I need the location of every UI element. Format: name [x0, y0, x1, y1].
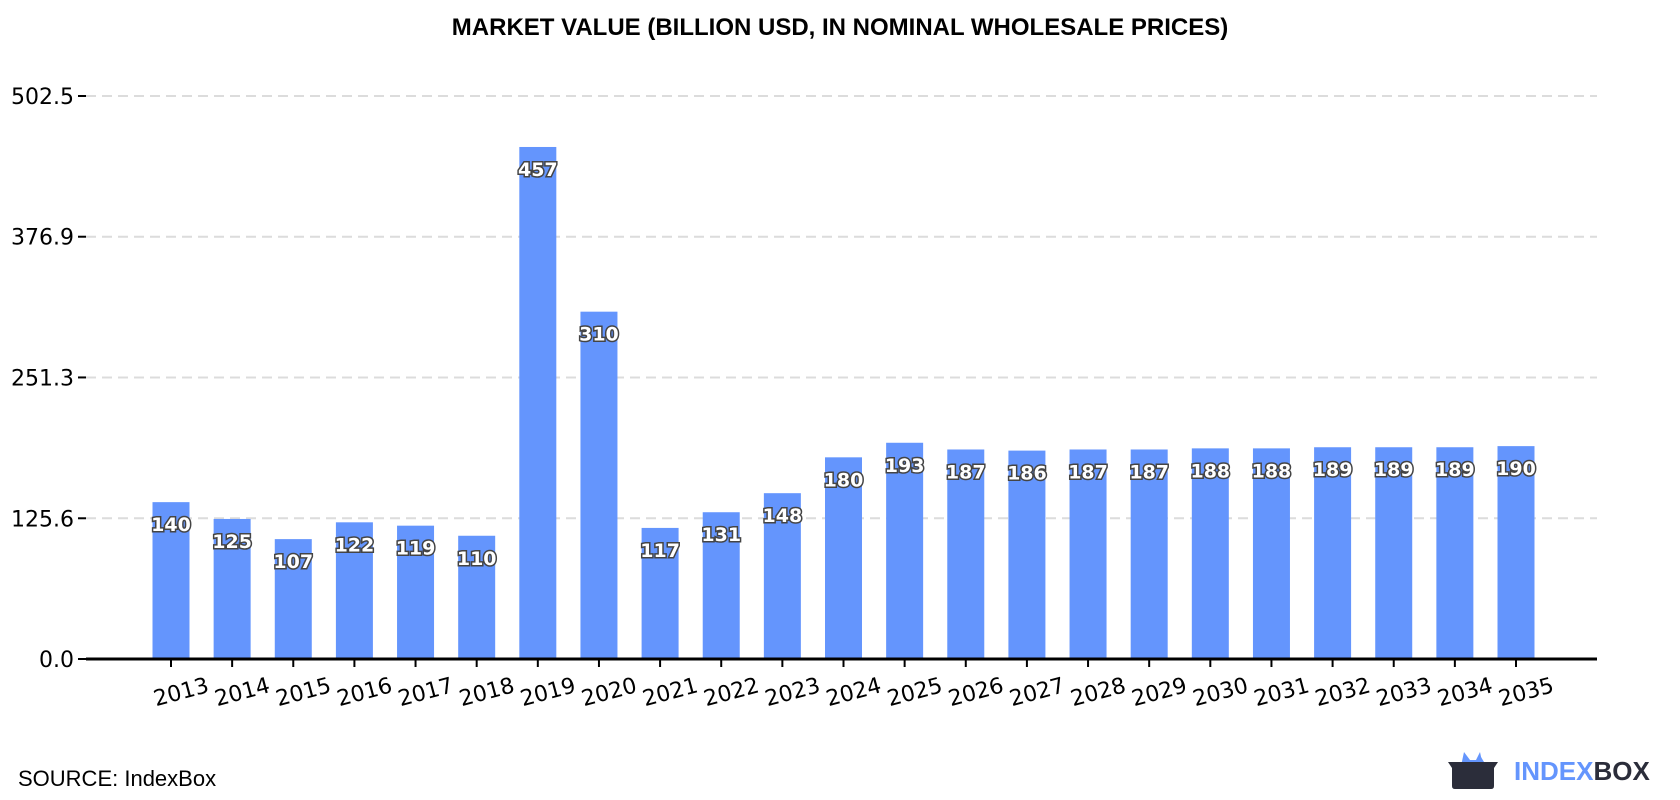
y-tick-label: 0.0 [39, 648, 74, 673]
bar [1375, 447, 1413, 659]
y-tick-label: 376.9 [11, 226, 74, 251]
data-label: 131 [701, 524, 741, 546]
x-tick-label: 2033 [1374, 673, 1435, 712]
x-tick-label: 2029 [1129, 673, 1190, 712]
bar [213, 518, 251, 659]
bar [335, 522, 373, 659]
bar [1314, 447, 1352, 659]
bar [1436, 447, 1474, 659]
x-tick-label: 2030 [1190, 673, 1251, 712]
bar [763, 493, 801, 659]
x-tick-label: 2028 [1068, 673, 1129, 712]
bar [947, 449, 985, 659]
bar [825, 457, 862, 659]
x-tick-label: 2027 [1007, 673, 1068, 712]
bar [886, 442, 924, 659]
data-label: 125 [212, 531, 252, 553]
data-label: 186 [1007, 463, 1047, 485]
data-label: 189 [1313, 459, 1353, 481]
bar [519, 146, 557, 660]
data-label: 189 [1435, 459, 1475, 481]
x-tick-label: 2025 [885, 673, 946, 712]
x-tick-label: 2031 [1251, 673, 1312, 712]
bar [1008, 450, 1046, 659]
bar [274, 539, 312, 659]
logo-text-index: INDEX [1514, 755, 1594, 786]
y-tick-label: 251.3 [11, 366, 74, 391]
y-tick-label: 502.5 [11, 85, 74, 110]
data-label: 188 [1252, 460, 1292, 482]
x-tick-label: 2021 [640, 673, 701, 712]
data-label: 107 [273, 551, 313, 573]
bar [1252, 448, 1290, 659]
data-label: 117 [640, 540, 680, 562]
bar [702, 512, 740, 659]
logo-text-box: BOX [1593, 755, 1650, 786]
data-label: 187 [1068, 461, 1108, 483]
x-tick-label: 2026 [946, 673, 1007, 712]
x-tick-label: 2017 [396, 673, 457, 712]
indexbox-logo: INDEXBOX [1448, 752, 1650, 790]
x-tick-label: 2018 [457, 673, 518, 712]
x-tick-label: 2023 [762, 673, 823, 712]
data-label: 189 [1374, 459, 1414, 481]
data-label: 110 [457, 548, 497, 570]
x-tick-label: 2022 [701, 673, 762, 712]
x-tick-label: 2034 [1435, 673, 1496, 712]
logo-text: INDEXBOX [1514, 756, 1650, 787]
data-label: 310 [579, 324, 619, 346]
data-label: 457 [518, 159, 558, 181]
bar [458, 535, 496, 659]
bar [1130, 449, 1168, 659]
x-tick-label: 2016 [334, 673, 395, 712]
x-tick-label: 2024 [824, 673, 885, 712]
data-label: 180 [824, 469, 864, 491]
bar [397, 525, 435, 659]
x-tick-label: 2019 [518, 673, 579, 712]
x-tick-label: 2013 [151, 673, 212, 712]
x-tick-label: 2020 [579, 673, 640, 712]
data-label: 188 [1190, 460, 1230, 482]
bar [1069, 449, 1107, 659]
bar [1497, 446, 1535, 659]
data-label: 122 [335, 534, 375, 556]
x-tick-label: 2015 [273, 673, 334, 712]
data-label: 148 [763, 505, 803, 527]
data-label: 140 [151, 514, 191, 536]
bar-chart: 0.0 125.6 251.3 376.9 502.5 140 2013 125 2014 107… [11, 85, 1597, 712]
source-note: SOURCE: IndexBox [18, 766, 217, 791]
bar [580, 311, 618, 659]
x-tick-label: 2032 [1313, 673, 1374, 712]
data-label: 187 [1129, 461, 1169, 483]
data-label: 190 [1496, 458, 1536, 480]
data-label: 193 [885, 455, 925, 477]
data-label: 119 [396, 538, 436, 560]
x-tick-label: 2014 [212, 673, 273, 712]
box-logo-icon [1448, 752, 1498, 789]
x-tick-label: 2035 [1496, 673, 1557, 712]
data-label: 187 [946, 461, 986, 483]
y-tick-label: 125.6 [11, 507, 74, 532]
bar [152, 502, 190, 659]
bar [641, 527, 679, 659]
bar [1191, 448, 1229, 659]
chart-title: MARKET VALUE (BILLION USD, IN NOMINAL WH… [451, 14, 1229, 41]
